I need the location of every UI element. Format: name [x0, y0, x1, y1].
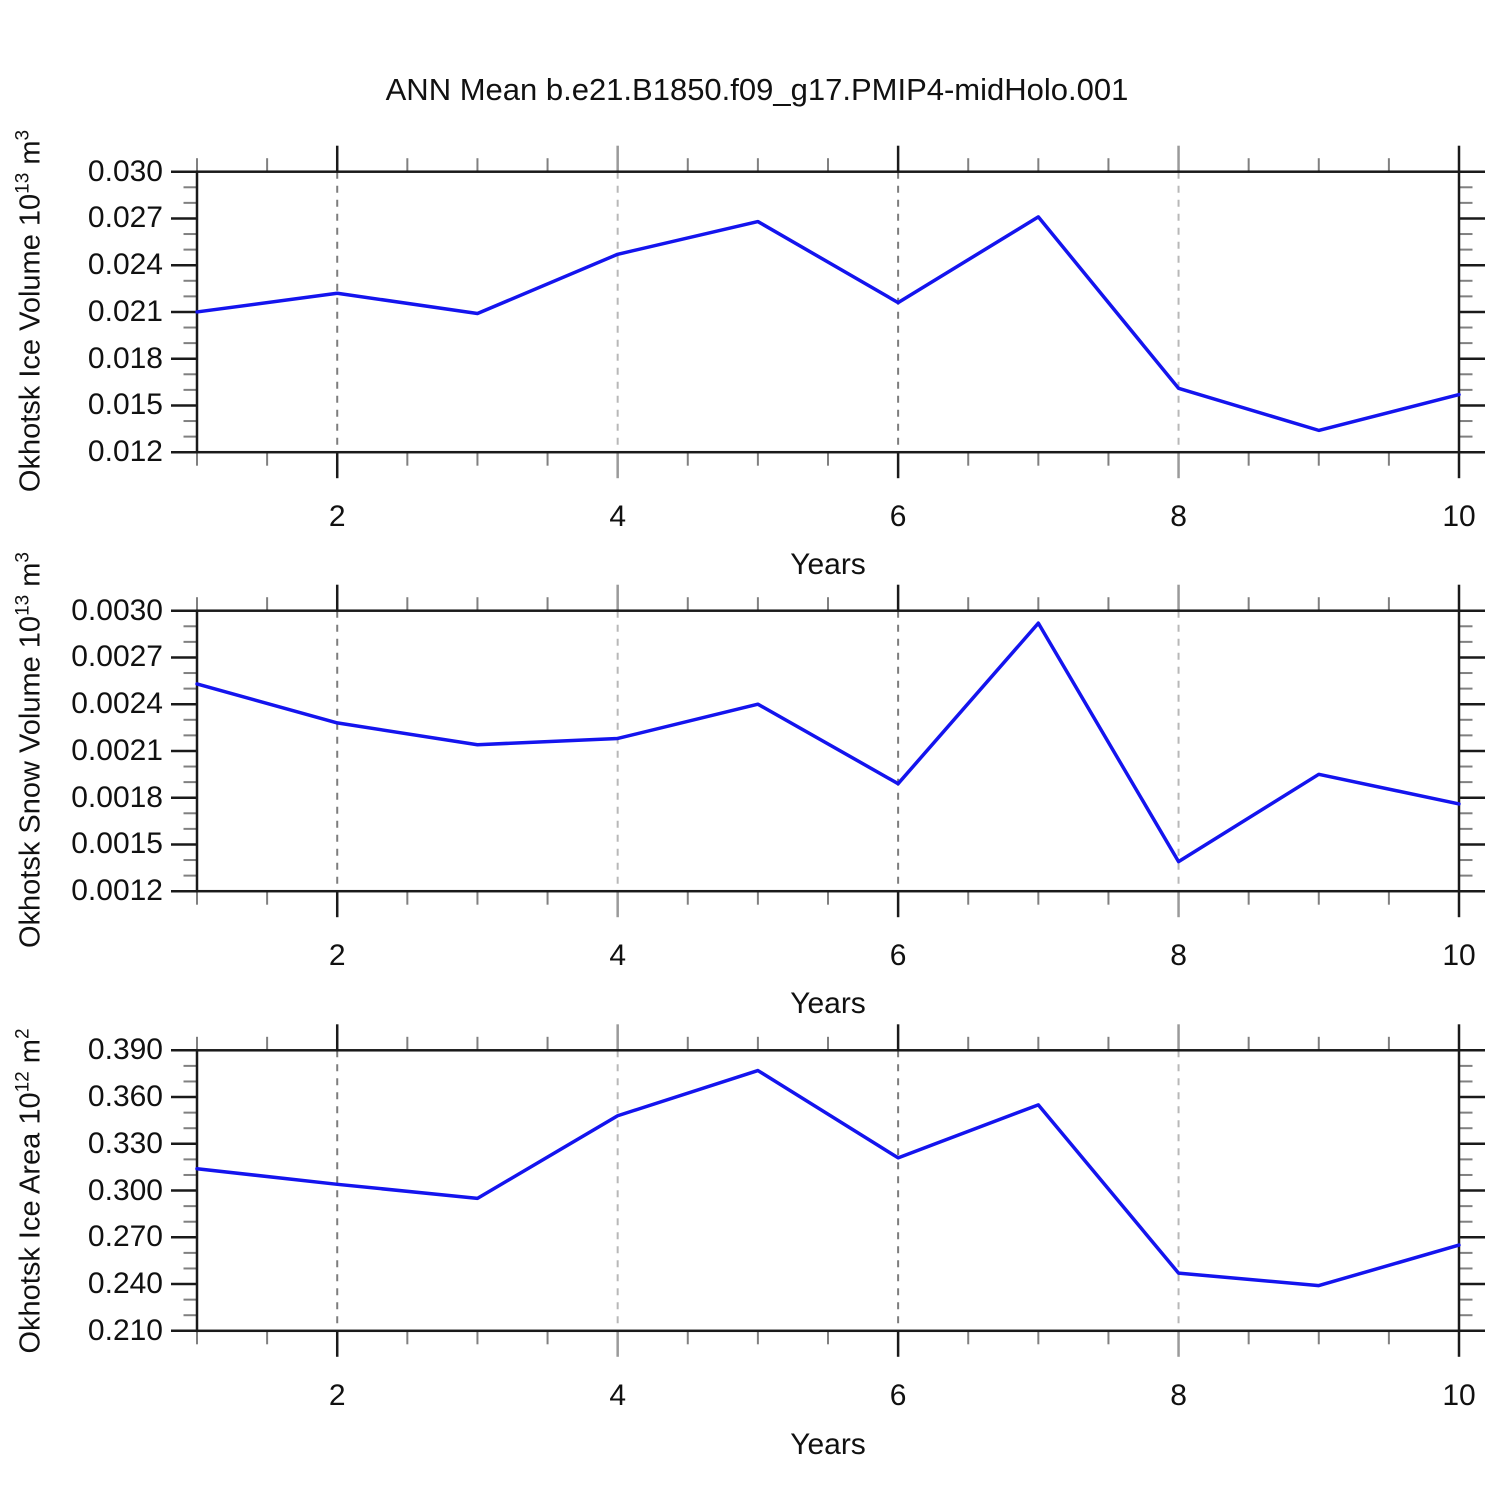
- x-tick-label: 8: [1170, 939, 1187, 973]
- y-axis-unit: m: [14, 1039, 47, 1072]
- y-axis-title-text: Okhotsk Ice Area 10: [14, 1092, 47, 1354]
- data-line-okhotsk-ice-area: [195, 1068, 1461, 1288]
- y-tick-label: 0.030: [87, 154, 163, 188]
- x-tick-label: 4: [609, 500, 626, 534]
- x-tick-label: 10: [1442, 1378, 1476, 1412]
- y-tick-label: 0.0024: [71, 687, 163, 721]
- y-axis-unit: m: [14, 140, 47, 173]
- y-tick-label: 0.027: [87, 201, 163, 235]
- y-tick-label: 0.0021: [71, 733, 163, 767]
- page-title: ANN Mean b.e21.B1850.f09_g17.PMIP4-midHo…: [385, 72, 1129, 107]
- y-axis-title-ice-area: Okhotsk Ice Area 1012 m2: [13, 1028, 48, 1353]
- plot-frame: [195, 1049, 1461, 1333]
- x-tick-label: 4: [609, 1378, 626, 1412]
- y-tick-label: 0.390: [87, 1033, 163, 1067]
- y-axis-title-snow-volume: Okhotsk Snow Volume 1013 m3: [13, 552, 48, 948]
- x-tick-label: 8: [1170, 500, 1187, 534]
- y-tick-label: 0.0015: [71, 827, 163, 861]
- y-tick-label: 0.210: [87, 1313, 163, 1347]
- y-tick-label: 0.012: [87, 435, 163, 469]
- x-tick-label: 6: [889, 1378, 907, 1412]
- x-axis-title-1: Years: [790, 548, 866, 581]
- exponent: 13: [12, 172, 34, 194]
- y-tick-label: 0.240: [87, 1267, 163, 1301]
- exponent: 12: [12, 1071, 34, 1093]
- y-axis-title-text: Okhotsk Ice Volume 10: [14, 193, 47, 493]
- x-tick-label: 6: [889, 939, 907, 973]
- y-axis-unit: m: [14, 562, 47, 595]
- y-tick-label: 0.018: [87, 341, 163, 375]
- unit-exponent: 3: [12, 129, 34, 141]
- plot-frame: [195, 609, 1461, 893]
- y-axis-title-ice-volume: Okhotsk Ice Volume 1013 m3: [13, 130, 48, 492]
- data-line-okhotsk-ice-volume: [195, 215, 1461, 433]
- x-tick-label: 10: [1442, 500, 1476, 534]
- y-tick-label: 0.0027: [71, 640, 163, 674]
- x-axis-title-3: Years: [790, 1428, 866, 1461]
- x-tick-label: 4: [609, 939, 626, 973]
- y-tick-label: 0.270: [87, 1220, 163, 1254]
- y-tick-label: 0.0018: [71, 780, 163, 814]
- y-axis-title-text: Okhotsk Snow Volume 10: [14, 615, 47, 949]
- y-tick-label: 0.300: [87, 1173, 163, 1207]
- unit-exponent: 2: [12, 1028, 34, 1040]
- y-tick-label: 0.360: [87, 1080, 163, 1114]
- y-tick-label: 0.015: [87, 388, 163, 422]
- y-tick-label: 0.330: [87, 1126, 163, 1160]
- exponent: 13: [12, 594, 34, 616]
- x-tick-label: 2: [328, 500, 346, 534]
- x-tick-label: 8: [1170, 1378, 1187, 1412]
- x-axis-title-2: Years: [790, 987, 866, 1020]
- y-tick-label: 0.0030: [71, 593, 163, 627]
- x-tick-label: 2: [328, 1378, 346, 1412]
- x-tick-label: 10: [1442, 939, 1476, 973]
- y-tick-label: 0.024: [87, 248, 163, 282]
- plot-frame: [195, 170, 1461, 454]
- x-tick-label: 2: [328, 939, 346, 973]
- y-tick-label: 0.021: [87, 294, 163, 328]
- y-tick-label: 0.0012: [71, 874, 163, 908]
- data-line-okhotsk-snow-volume: [195, 621, 1461, 864]
- unit-exponent: 3: [12, 551, 34, 563]
- x-tick-label: 6: [889, 500, 907, 534]
